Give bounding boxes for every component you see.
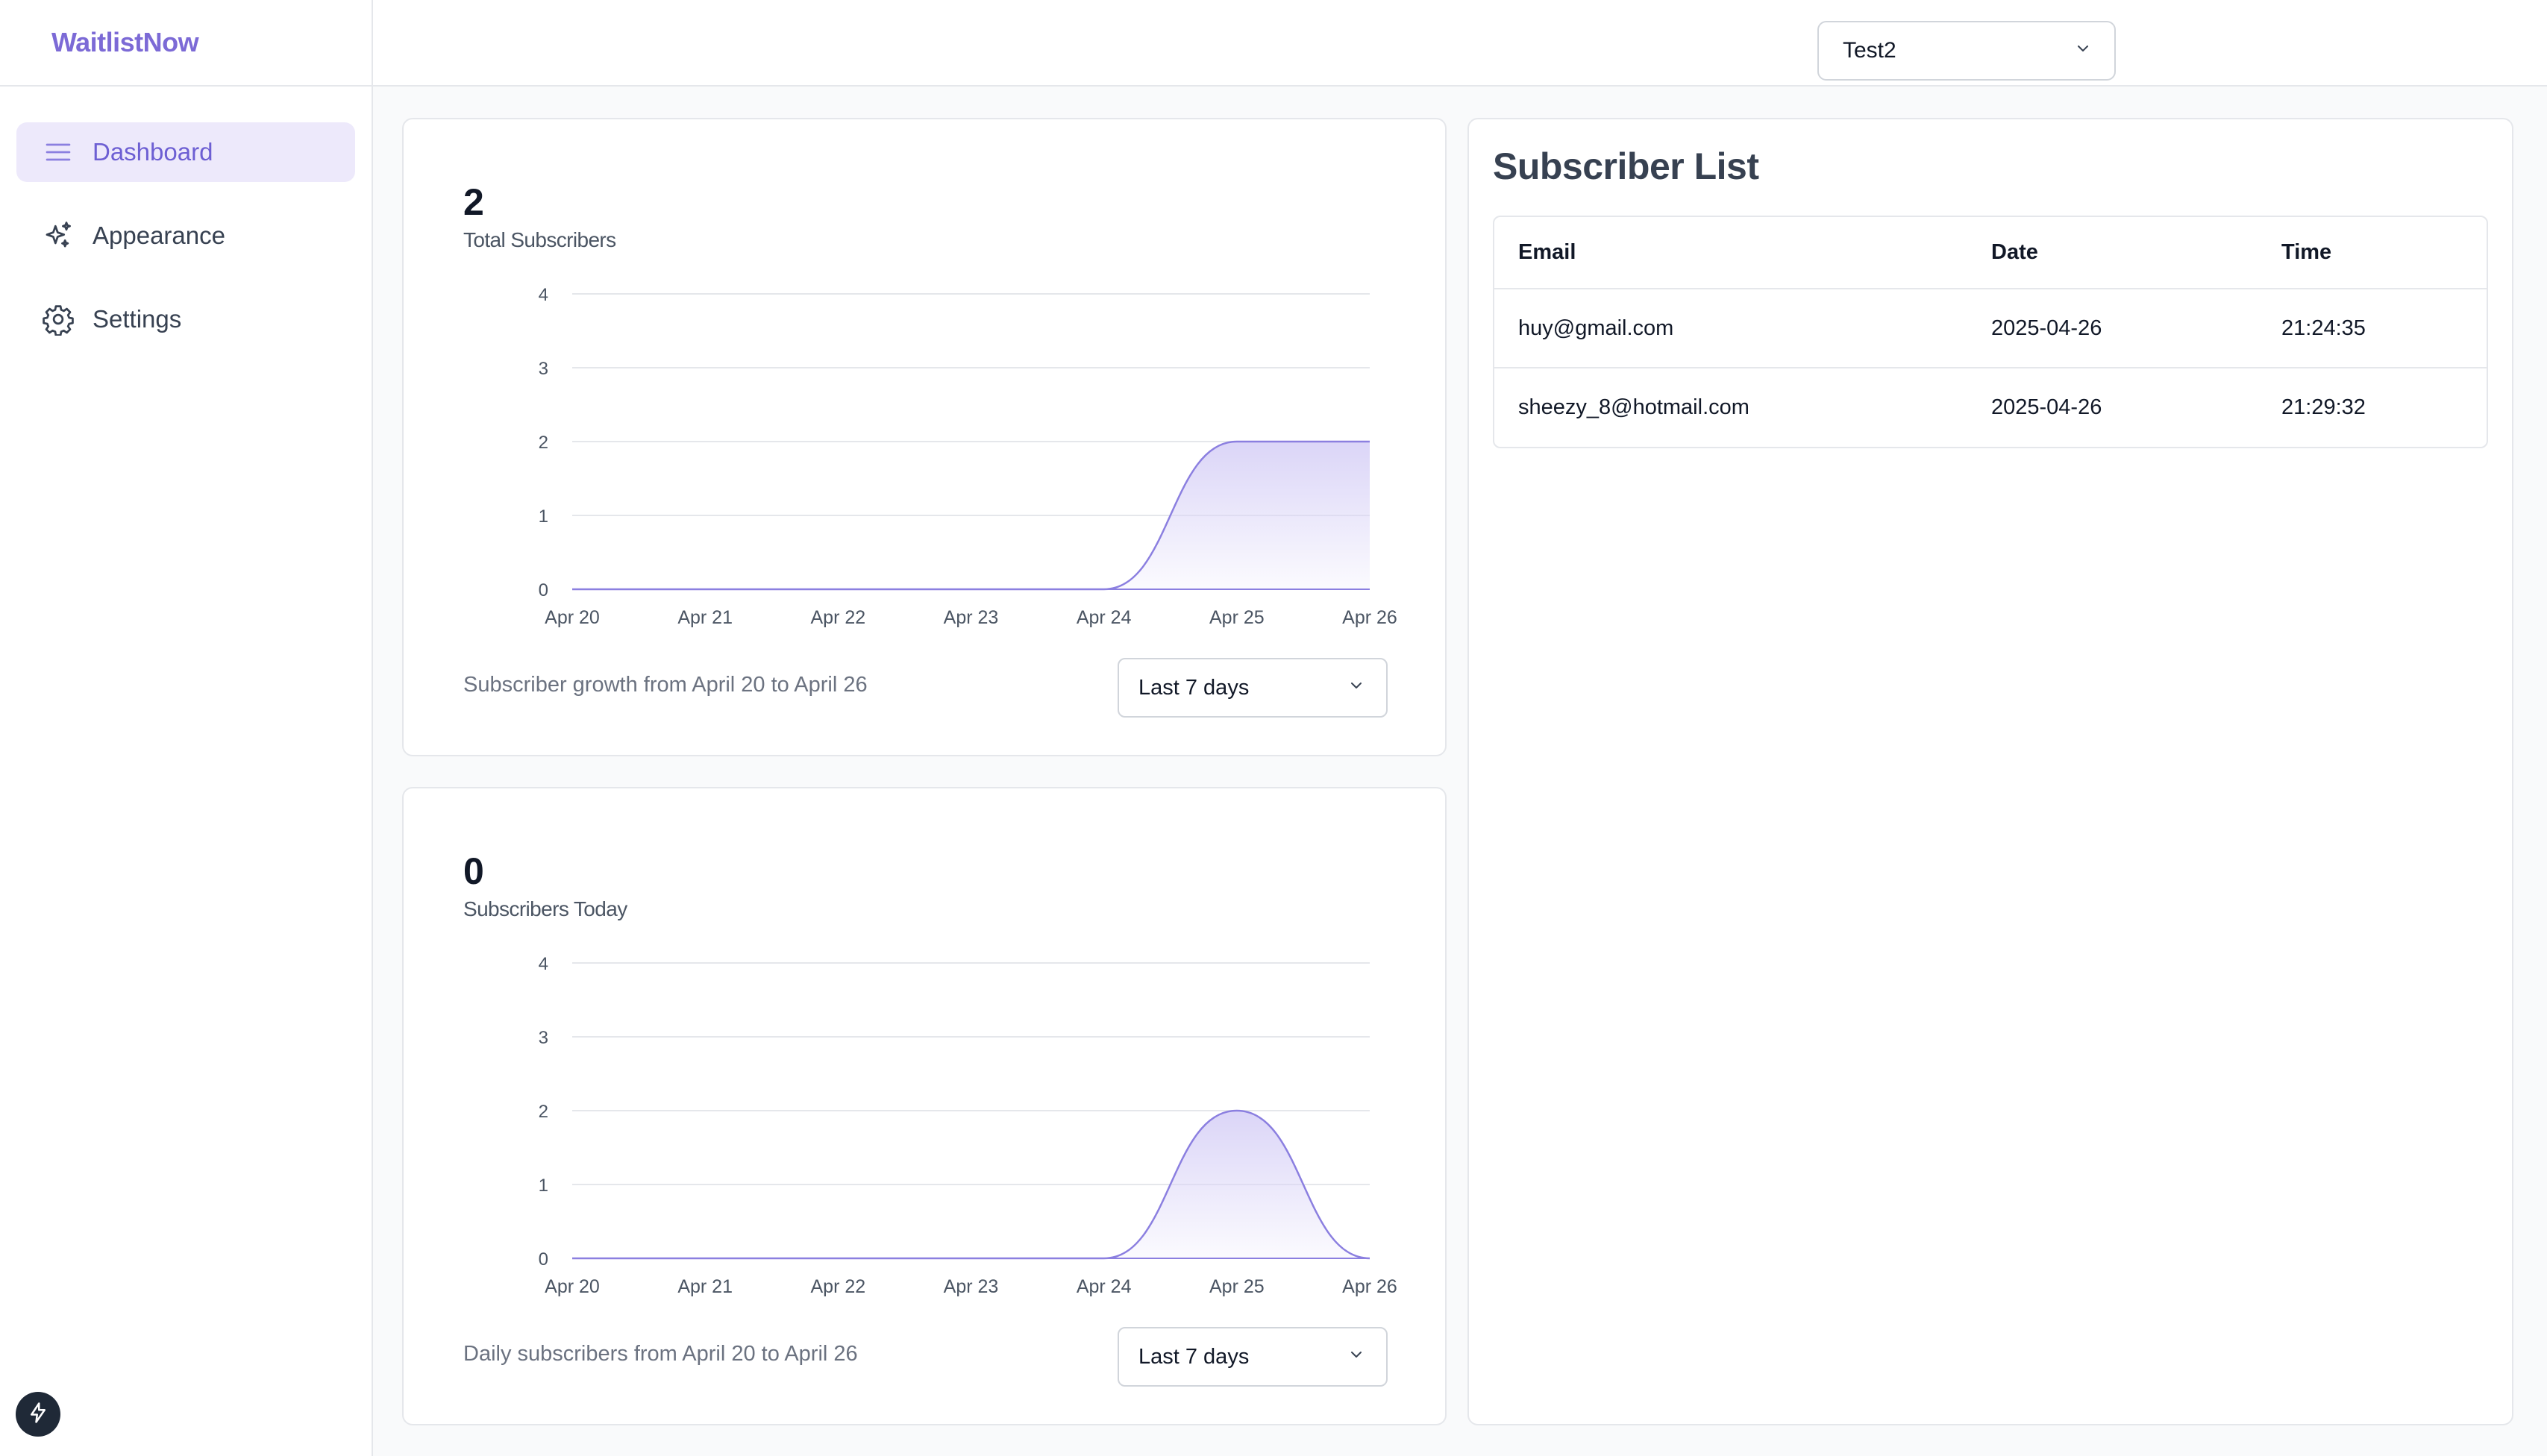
sidebar-item-dashboard[interactable]: Dashboard [16, 122, 355, 182]
x-tick-label: Apr 22 [810, 1276, 865, 1297]
table-header-row: Email Date Time [1494, 217, 2487, 289]
project-select[interactable]: Test2 [1817, 21, 2116, 81]
subscribers-today-label: Subscribers Today [463, 897, 627, 920]
sidebar-item-label: Dashboard [93, 138, 213, 166]
gear-icon [42, 303, 75, 336]
y-tick-label: 2 [539, 1102, 548, 1122]
topbar: Test2 [373, 0, 2547, 87]
subscribers-today-card: 0 Subscribers Today 0 1 2 3 4 Apr 20 Apr 21 Apr… [402, 787, 1447, 1425]
sidebar-item-label: Appearance [93, 222, 225, 249]
y-tick-label: 3 [539, 359, 548, 379]
table-row[interactable]: huy@gmail.com 2025-04-26 21:24:35 [1494, 288, 2487, 368]
menu-icon [42, 136, 75, 169]
data-point [1102, 1256, 1106, 1261]
series-area [572, 1111, 1370, 1258]
data-point [969, 587, 974, 592]
chart-caption: Subscriber growth from April 20 to April… [463, 673, 868, 697]
chart-caption: Daily subscribers from April 20 to April… [463, 1342, 858, 1366]
chevron-down-icon [1347, 1345, 1365, 1369]
x-tick-label: Apr 24 [1077, 1276, 1132, 1297]
data-point [570, 587, 574, 592]
cell-date: 2025-04-26 [1967, 288, 2258, 368]
sparkles-icon [42, 219, 75, 252]
cell-time: 21:29:32 [2258, 367, 2487, 447]
data-point [1235, 439, 1239, 444]
x-tick-label: Apr 21 [677, 1276, 733, 1297]
y-tick-label: 0 [539, 580, 548, 600]
total-subscribers-value: 2 [463, 181, 484, 223]
chevron-down-icon [2074, 38, 2092, 63]
data-point [703, 1256, 707, 1261]
brand-logo[interactable]: WaitlistNow [0, 0, 372, 87]
sidebar-item-appearance[interactable]: Appearance [16, 206, 355, 266]
x-tick-label: Apr 20 [545, 1276, 600, 1297]
range-select-value: Last 7 days [1138, 675, 1250, 700]
cell-email: huy@gmail.com [1494, 288, 1967, 368]
sidebar-nav: Dashboard Appearance Settings [0, 87, 372, 349]
y-tick-label: 1 [539, 1176, 548, 1196]
data-point [969, 1256, 974, 1261]
cell-date: 2025-04-26 [1967, 367, 2258, 447]
subscribers-today-value: 0 [463, 850, 484, 892]
data-point [1102, 587, 1106, 592]
column-header-time[interactable]: Time [2281, 240, 2332, 264]
sidebar-item-label: Settings [93, 305, 182, 333]
total-subscribers-chart: 0 1 2 3 4 Apr 20 Apr 21 Apr 22 Apr 23 Apr 24 Apr 2… [539, 285, 1397, 628]
y-tick-label: 4 [539, 285, 548, 305]
x-tick-label: Apr 25 [1209, 607, 1265, 628]
column-header-date[interactable]: Date [1991, 240, 2038, 264]
subscribers-today-chart: 0 1 2 3 4 Apr 20 Apr 21 Apr 22 Apr 23 Apr 24 Apr 2… [539, 954, 1397, 1297]
series-area [572, 442, 1370, 589]
x-tick-label: Apr 26 [1342, 607, 1397, 628]
sidebar-item-settings[interactable]: Settings [16, 289, 355, 349]
y-tick-label: 0 [539, 1249, 548, 1270]
data-point [1368, 1256, 1372, 1261]
total-subscribers-card: 2 Total Subscribers 0 1 2 3 4 Apr 20 Apr 21 Apr… [402, 118, 1447, 756]
x-tick-label: Apr 23 [944, 607, 999, 628]
range-select[interactable]: Last 7 days [1118, 658, 1388, 718]
y-tick-label: 4 [539, 954, 548, 974]
range-select[interactable]: Last 7 days [1118, 1327, 1388, 1387]
data-point [836, 587, 840, 592]
subscriber-list-card: Subscriber List Email Date Time huy@gmai… [1467, 118, 2513, 1425]
subscriber-table: Email Date Time huy@gmail.com 2025-04-26… [1493, 216, 2488, 448]
y-tick-label: 2 [539, 433, 548, 453]
x-tick-label: Apr 26 [1342, 1276, 1397, 1297]
x-tick-label: Apr 25 [1209, 1276, 1265, 1297]
bolt-icon [27, 1402, 49, 1428]
total-subscribers-label: Total Subscribers [463, 228, 616, 251]
column-header-email[interactable]: Email [1518, 240, 1576, 264]
x-tick-label: Apr 24 [1077, 607, 1132, 628]
x-tick-label: Apr 23 [944, 1276, 999, 1297]
quick-action-button[interactable] [16, 1392, 60, 1437]
x-tick-label: Apr 20 [545, 607, 600, 628]
range-select-value: Last 7 days [1138, 1344, 1250, 1369]
table-row[interactable]: sheezy_8@hotmail.com 2025-04-26 21:29:32 [1494, 367, 2487, 447]
project-select-value: Test2 [1843, 38, 1896, 63]
chevron-down-icon [1347, 676, 1365, 700]
data-point [836, 1256, 840, 1261]
x-tick-label: Apr 22 [810, 607, 865, 628]
data-point [703, 587, 707, 592]
sidebar: WaitlistNow Dashboard Appearance [0, 0, 373, 1456]
data-point [1235, 1108, 1239, 1113]
y-tick-label: 1 [539, 506, 548, 527]
data-point [570, 1256, 574, 1261]
cell-email: sheezy_8@hotmail.com [1494, 367, 1967, 447]
data-point [1368, 439, 1372, 444]
y-tick-label: 3 [539, 1028, 548, 1048]
subscriber-list-title: Subscriber List [1493, 145, 1759, 187]
cell-time: 21:24:35 [2258, 288, 2487, 368]
x-tick-label: Apr 21 [677, 607, 733, 628]
